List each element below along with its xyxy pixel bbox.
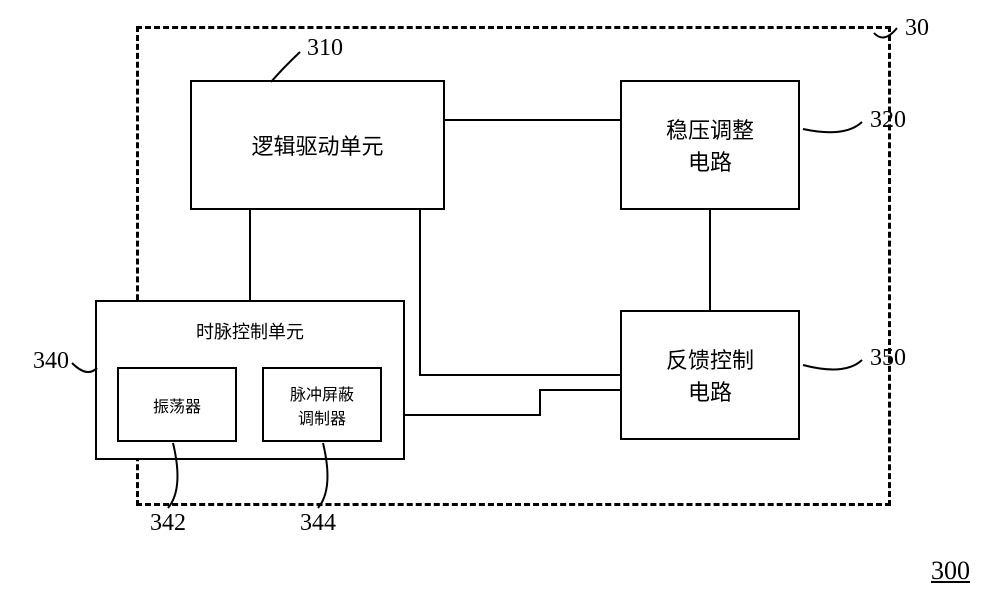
diagram-canvas: 30 逻辑驱动单元 310 稳压调整电路 320 时脉控制单元 振荡器 脉冲屏蔽… — [0, 0, 1000, 601]
container-ref-label: 30 — [905, 15, 929, 42]
oscillator-block: 振荡器 — [117, 367, 237, 442]
feedback-block: 反馈控制电路 — [620, 310, 800, 440]
pulse-mod-ref-label: 344 — [300, 510, 336, 537]
oscillator-text: 振荡器 — [153, 393, 201, 417]
clock-ctrl-ref-label: 340 — [33, 348, 69, 375]
clock-ctrl-block: 时脉控制单元 振荡器 脉冲屏蔽调制器 — [95, 300, 405, 460]
pulse-mod-text: 脉冲屏蔽调制器 — [290, 381, 354, 429]
logic-drive-block: 逻辑驱动单元 — [190, 80, 445, 210]
pulse-mod-block: 脉冲屏蔽调制器 — [262, 367, 382, 442]
clock-ctrl-title: 时脉控制单元 — [196, 318, 304, 344]
voltage-reg-block: 稳压调整电路 — [620, 80, 800, 210]
feedback-ref-label: 350 — [870, 345, 906, 372]
oscillator-ref-label: 342 — [150, 510, 186, 537]
logic-drive-ref-label: 310 — [307, 35, 343, 62]
logic-drive-text: 逻辑驱动单元 — [251, 129, 383, 161]
figure-label: 300 — [931, 556, 970, 586]
voltage-reg-ref-label: 320 — [870, 107, 906, 134]
feedback-text: 反馈控制电路 — [666, 343, 754, 407]
voltage-reg-text: 稳压调整电路 — [666, 113, 754, 177]
